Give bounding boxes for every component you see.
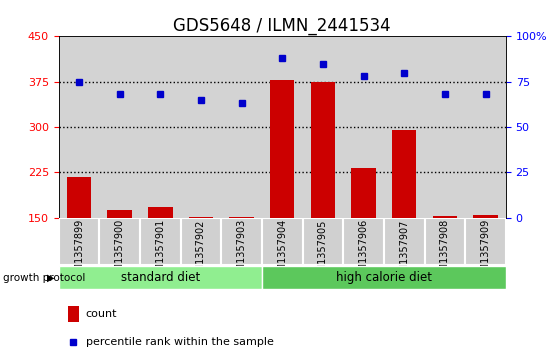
FancyBboxPatch shape bbox=[343, 218, 384, 265]
FancyBboxPatch shape bbox=[425, 218, 465, 265]
Text: GSM1357906: GSM1357906 bbox=[359, 219, 368, 285]
Bar bbox=[473, 215, 498, 218]
Text: GSM1357904: GSM1357904 bbox=[277, 219, 287, 285]
FancyBboxPatch shape bbox=[262, 218, 302, 265]
Bar bbox=[67, 177, 91, 218]
Text: GSM1357909: GSM1357909 bbox=[481, 219, 491, 285]
Text: GSM1357908: GSM1357908 bbox=[440, 219, 450, 285]
Text: percentile rank within the sample: percentile rank within the sample bbox=[86, 337, 273, 347]
Bar bbox=[189, 217, 213, 218]
Bar bbox=[392, 130, 416, 218]
Text: GSM1357907: GSM1357907 bbox=[399, 219, 409, 285]
Bar bbox=[433, 216, 457, 218]
FancyBboxPatch shape bbox=[262, 266, 506, 289]
Text: count: count bbox=[86, 309, 117, 319]
FancyBboxPatch shape bbox=[59, 266, 262, 289]
Text: GSM1357903: GSM1357903 bbox=[236, 219, 247, 285]
Text: GSM1357901: GSM1357901 bbox=[155, 219, 165, 285]
Text: GSM1357905: GSM1357905 bbox=[318, 219, 328, 285]
Bar bbox=[352, 168, 376, 218]
FancyBboxPatch shape bbox=[384, 218, 425, 265]
Bar bbox=[148, 207, 173, 218]
Text: GSM1357899: GSM1357899 bbox=[74, 219, 84, 285]
FancyBboxPatch shape bbox=[59, 218, 100, 265]
FancyBboxPatch shape bbox=[465, 218, 506, 265]
FancyBboxPatch shape bbox=[100, 218, 140, 265]
Bar bbox=[311, 82, 335, 218]
Text: growth protocol: growth protocol bbox=[3, 273, 85, 283]
Text: ▶: ▶ bbox=[48, 273, 55, 283]
Text: GSM1357902: GSM1357902 bbox=[196, 219, 206, 285]
Bar bbox=[107, 210, 132, 218]
FancyBboxPatch shape bbox=[181, 218, 221, 265]
Bar bbox=[229, 217, 254, 218]
Bar bbox=[270, 80, 295, 218]
FancyBboxPatch shape bbox=[221, 218, 262, 265]
Text: high calorie diet: high calorie diet bbox=[336, 271, 432, 284]
Text: GSM1357900: GSM1357900 bbox=[115, 219, 125, 285]
Bar bbox=[68, 306, 79, 322]
Title: GDS5648 / ILMN_2441534: GDS5648 / ILMN_2441534 bbox=[173, 17, 391, 35]
Text: standard diet: standard diet bbox=[121, 271, 200, 284]
FancyBboxPatch shape bbox=[302, 218, 343, 265]
FancyBboxPatch shape bbox=[140, 218, 181, 265]
